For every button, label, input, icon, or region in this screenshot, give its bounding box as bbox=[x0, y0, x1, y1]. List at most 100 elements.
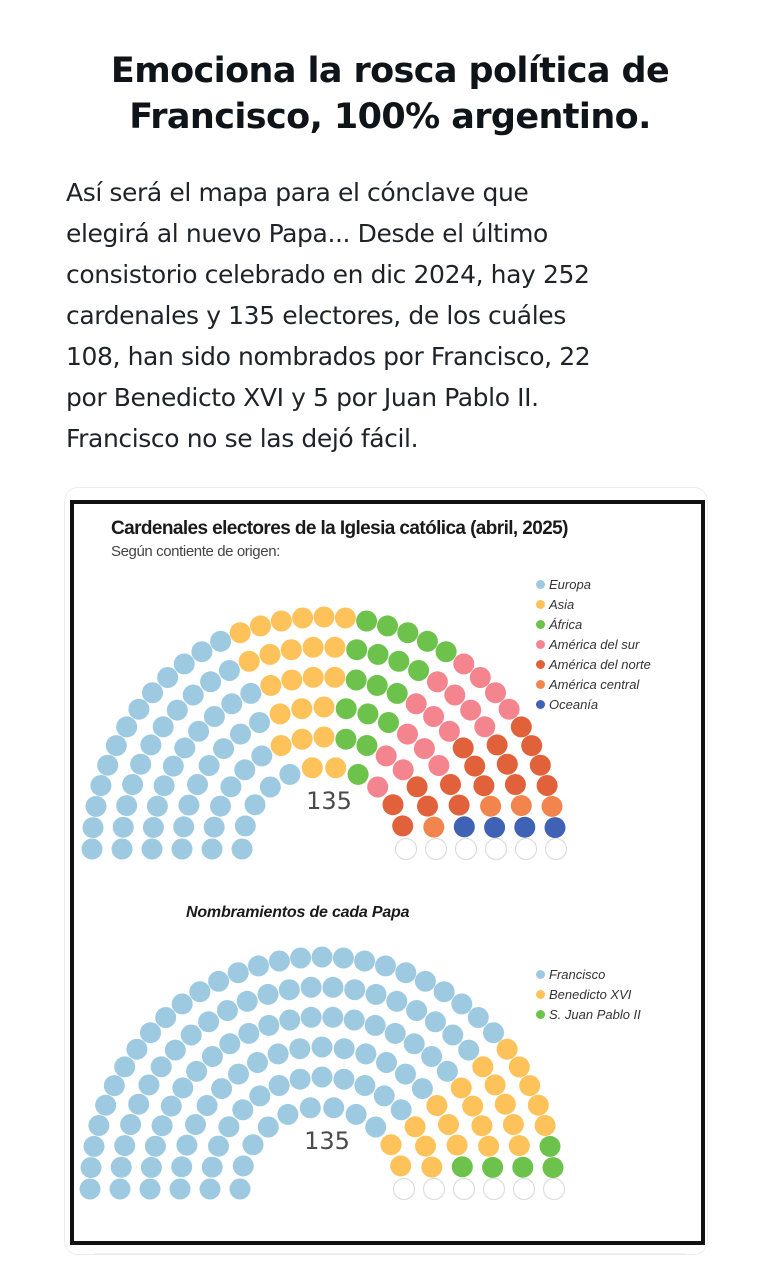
seat-dot bbox=[258, 1014, 280, 1036]
seat-dot bbox=[171, 1156, 193, 1178]
empty-seat-dot bbox=[454, 837, 478, 861]
seat-dot bbox=[438, 720, 460, 742]
seat-dot bbox=[380, 1134, 402, 1156]
seat-dot bbox=[260, 674, 282, 696]
seat-dot bbox=[404, 1116, 426, 1138]
legend-label: Asia bbox=[549, 596, 575, 612]
seat-dot bbox=[426, 1095, 448, 1116]
seat-dot bbox=[534, 1115, 556, 1136]
seat-dot bbox=[144, 1135, 166, 1157]
seat-dot bbox=[257, 1116, 279, 1138]
seat-dot bbox=[198, 755, 220, 776]
body-line: consistorio celebrado en dic 2024, hay 2… bbox=[66, 260, 590, 289]
seat-dot bbox=[440, 774, 461, 795]
seat-dot bbox=[436, 1060, 458, 1082]
seat-dot bbox=[267, 1043, 289, 1065]
legend-label: América del norte bbox=[549, 656, 651, 672]
seat-dot bbox=[114, 1135, 136, 1157]
seat-dot bbox=[230, 723, 251, 745]
legend-label: América central bbox=[549, 676, 640, 692]
seat-dot bbox=[138, 1074, 160, 1096]
seat-dot bbox=[313, 606, 335, 628]
chart2-title: Nombramientos de cada Papa bbox=[186, 904, 410, 921]
seat-dot bbox=[150, 1056, 172, 1078]
seat-dot bbox=[428, 755, 450, 776]
post-body: Así será el mapa para el cónclave que el… bbox=[66, 172, 726, 459]
seat-dot bbox=[173, 653, 195, 675]
legend-label: S. Juan Pablo II bbox=[549, 1006, 641, 1022]
seat-dot bbox=[406, 776, 428, 798]
seat-dot bbox=[498, 698, 520, 720]
seat-dot bbox=[508, 1135, 530, 1157]
legend-swatch bbox=[536, 969, 545, 979]
legend-item: S. Juan Pablo II bbox=[536, 1004, 641, 1024]
seat-dot bbox=[367, 643, 389, 665]
seat-dot bbox=[344, 979, 366, 1001]
seat-dot bbox=[453, 653, 475, 675]
seat-dot bbox=[171, 838, 193, 860]
seat-dot bbox=[234, 815, 256, 837]
seat-dot bbox=[413, 738, 435, 760]
seat-dot bbox=[376, 1052, 397, 1073]
seat-dot bbox=[423, 706, 445, 727]
seat-dot bbox=[384, 1022, 406, 1044]
seat-dot bbox=[375, 955, 396, 977]
seat-dot bbox=[270, 610, 292, 632]
seat-dot bbox=[464, 755, 486, 777]
legend-label: Europa bbox=[549, 576, 591, 592]
seat-dot bbox=[250, 615, 271, 637]
legend-label: Benedicto XVI bbox=[549, 986, 632, 1002]
seat-dot bbox=[188, 720, 210, 742]
legend-swatch bbox=[536, 639, 545, 649]
seat-dot bbox=[382, 794, 404, 816]
seat-dot bbox=[169, 1178, 191, 1200]
seat-dot bbox=[452, 737, 474, 759]
seat-dot bbox=[290, 947, 312, 969]
seat-dot bbox=[249, 1085, 271, 1107]
seat-dot bbox=[502, 1114, 524, 1135]
seat-dot bbox=[414, 970, 436, 992]
seat-dot bbox=[411, 1078, 433, 1100]
seat-dot bbox=[473, 775, 495, 797]
seat-dot bbox=[240, 682, 262, 704]
seat-dot bbox=[334, 607, 356, 629]
seat-dot bbox=[109, 1178, 131, 1200]
seat-dot bbox=[213, 738, 235, 760]
seat-dot bbox=[289, 1068, 311, 1090]
seat-dot bbox=[483, 1022, 504, 1044]
seat-dot bbox=[153, 775, 175, 797]
seat-dot bbox=[228, 1063, 249, 1085]
seat-dot bbox=[277, 1103, 299, 1125]
headline-line: Emociona la rosca política de bbox=[110, 51, 670, 91]
seat-dot bbox=[164, 1039, 186, 1061]
seat-dot bbox=[536, 775, 558, 796]
empty-seat-dot bbox=[542, 1177, 566, 1201]
seat-dot bbox=[426, 671, 448, 693]
legend-label: Oceanía bbox=[549, 696, 599, 712]
seat-dot bbox=[423, 816, 445, 838]
seat-dot bbox=[270, 735, 292, 756]
seat-dot bbox=[176, 1134, 198, 1156]
seat-dot bbox=[157, 667, 179, 688]
seat-dot bbox=[333, 1068, 355, 1090]
seat-dot bbox=[155, 1007, 177, 1028]
seat-dot bbox=[311, 1036, 333, 1058]
seat-dot bbox=[322, 1006, 344, 1028]
seat-dot bbox=[182, 684, 204, 706]
seat-dot bbox=[173, 816, 195, 838]
legend-swatch bbox=[536, 579, 545, 589]
legend-label: Francisco bbox=[549, 966, 606, 982]
seat-dot bbox=[141, 838, 163, 860]
seat-dot bbox=[88, 1115, 110, 1136]
seat-dot bbox=[300, 976, 322, 998]
empty-seat-dot bbox=[424, 837, 448, 861]
seat-dot bbox=[377, 615, 398, 637]
seat-dot bbox=[386, 990, 408, 1012]
seat-dot bbox=[324, 666, 346, 688]
seat-dot bbox=[392, 759, 414, 781]
divider bbox=[95, 1253, 685, 1254]
seat-dot bbox=[484, 816, 506, 838]
empty-seat-dot bbox=[422, 1177, 446, 1201]
seat-dot bbox=[174, 737, 196, 759]
seat-dot bbox=[178, 794, 200, 816]
